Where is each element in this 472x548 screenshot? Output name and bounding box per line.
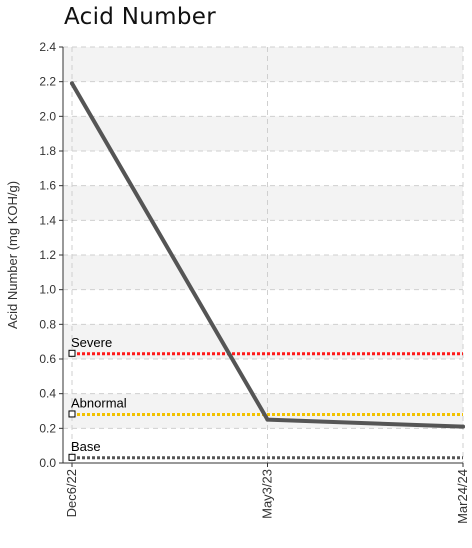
threshold-marker-severe [68, 349, 76, 357]
y-tick-label: 0.6 [39, 352, 56, 366]
y-tick-label: 0.8 [39, 317, 56, 331]
y-tick-label: 1.4 [39, 213, 56, 227]
y-tick-label: 2.2 [39, 75, 56, 89]
y-tick-label: 1.8 [39, 144, 56, 158]
y-tick-label: 0.0 [39, 456, 56, 470]
y-tick-label: 1.0 [39, 283, 56, 297]
threshold-label-abnormal: Abnormal [71, 395, 127, 410]
y-tick-label: 0.4 [39, 387, 56, 401]
data-point [70, 81, 74, 86]
y-tick-label: 1.6 [39, 179, 56, 193]
x-tick-label: Mar24/24 [455, 469, 470, 524]
data-point [265, 417, 270, 422]
data-point [461, 424, 465, 429]
threshold-label-severe: Severe [71, 335, 112, 350]
threshold-marker-abnormal [68, 410, 76, 418]
chart-title: Acid Number [64, 4, 216, 30]
threshold-label-base: Base [71, 439, 101, 454]
grid-band [63, 185, 463, 221]
y-axis-label: Acid Number (mg KOH/g) [5, 181, 20, 329]
x-tick-label: Dec6/22 [64, 469, 79, 517]
y-tick-label: 0.2 [39, 421, 56, 435]
threshold-marker-base [68, 453, 76, 461]
grid-band [63, 255, 463, 290]
grid-band [63, 47, 463, 82]
x-tick-label: May3/23 [260, 469, 275, 519]
y-tick-label: 2.0 [39, 109, 56, 123]
y-tick-label: 2.4 [39, 40, 56, 54]
y-tick-label: 1.2 [39, 248, 56, 262]
grid-band [63, 116, 463, 151]
